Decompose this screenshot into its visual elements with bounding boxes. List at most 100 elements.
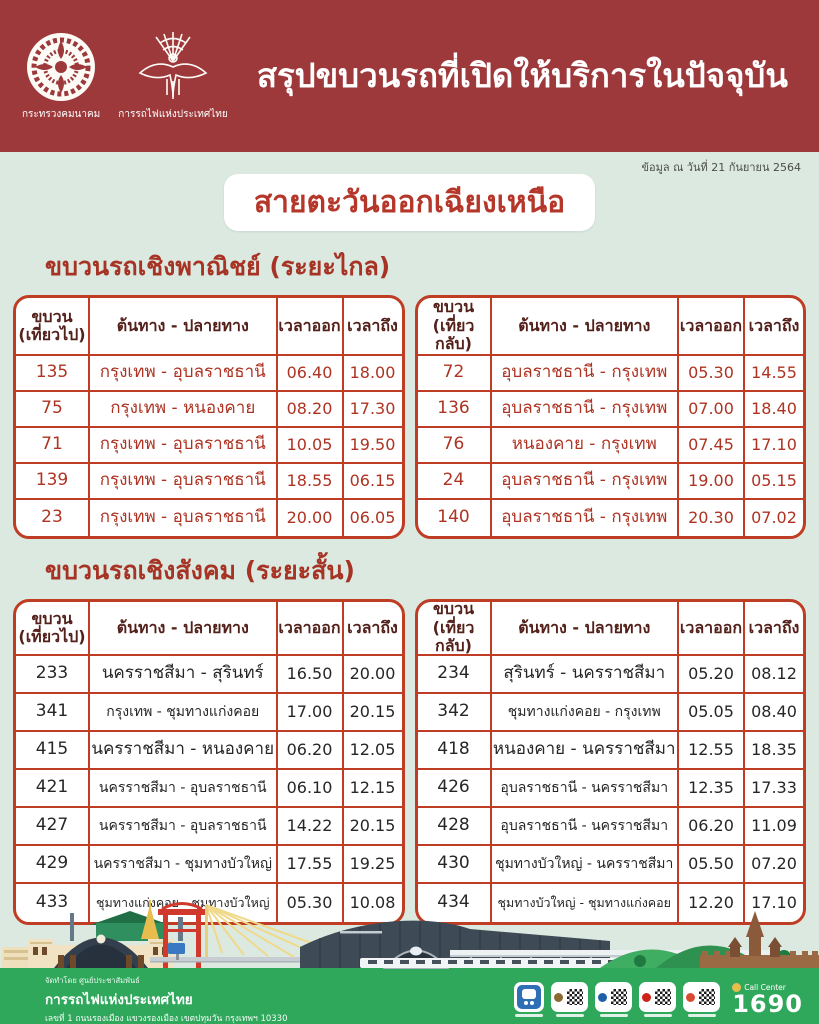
route-cell: อุบลราชธานี - กรุงเทพ <box>492 392 679 426</box>
header-depart: เวลาออก <box>679 298 745 354</box>
arrive-cell: 11.09 <box>751 815 797 835</box>
srt-garuda-logo <box>138 31 208 99</box>
train-number-cell: 342 <box>418 694 492 730</box>
route-cell: อุบลราชธานี - กรุงเทพ <box>492 356 679 390</box>
train-row: 341 กรุงเทพ - ชุมทางแก่งคอย 17.00 20.15 <box>16 694 402 732</box>
route-cell: อุบลราชธานี - กรุงเทพ <box>492 464 679 498</box>
header-arrive: เวลาถึง <box>748 315 800 335</box>
social-outbound-table: ขบวน (เที่ยวไป) ต้นทาง - ปลายทาง เวลาออก… <box>13 599 405 925</box>
footer-bar: จัดทำโดย ศูนย์ประชาสัมพันธ์ การรถไฟแห่งป… <box>0 975 819 1024</box>
route-cell: กรุงเทพ - ชุมทางแก่งคอย <box>90 694 278 730</box>
header-train-no: ขบวน (เที่ยวกลับ) <box>418 298 492 354</box>
qr-code <box>697 987 718 1007</box>
footer-address-block: จัดทำโดย ศูนย์ประชาสัมพันธ์ การรถไฟแห่งป… <box>45 975 514 1024</box>
depart-cell: 12.55 <box>679 732 745 768</box>
route-cell: นครราชสีมา - อุบลราชธานี <box>90 808 278 844</box>
train-number-cell: 427 <box>16 808 90 844</box>
footer-credit: จัดทำโดย ศูนย์ประชาสัมพันธ์ <box>45 975 140 985</box>
srt-logo-caption: การรถไฟแห่งประเทศไทย <box>118 108 228 120</box>
train-row: 234 สุรินทร์ - นครราชสีมา 05.20 08.12 <box>417 656 803 694</box>
arrive-cell: 20.00 <box>349 663 396 683</box>
data-as-of-note: ข้อมูล ณ วันที่ 21 กันยายน 2564 <box>641 161 801 174</box>
arrive-cell: 10.08 <box>349 892 396 912</box>
footer-organization: การรถไฟแห่งประเทศไทย <box>45 991 193 1008</box>
header-depart: เวลาออก <box>278 298 344 354</box>
train-row: 428 อุบลราชธานี - นครราชสีมา 06.20 11.09 <box>417 808 803 846</box>
commercial-outbound-table: ขบวน (เที่ยวไป) ต้นทาง - ปลายทาง เวลาออก… <box>13 295 405 539</box>
train-row: 342 ชุมทางแก่งคอย - กรุงเทพ 05.05 08.40 <box>417 694 803 732</box>
table-body: 234 สุรินทร์ - นครราชสีมา 05.20 08.12 34… <box>417 656 803 922</box>
arrive-cell: 08.12 <box>751 663 797 683</box>
route-cell: สุรินทร์ - นครราชสีมา <box>492 656 679 692</box>
route-cell: กรุงเทพ - อุบลราชธานี <box>90 464 278 498</box>
depart-cell: 05.50 <box>679 846 745 882</box>
train-number-cell: 421 <box>16 770 90 806</box>
arrive-cell: 12.05 <box>349 739 396 759</box>
arrive-cell: 07.20 <box>751 853 797 873</box>
depart-cell: 16.50 <box>278 656 344 692</box>
header-depart: เวลาออก <box>679 602 745 654</box>
call-center-block: Call Center 1690 <box>732 983 803 1016</box>
train-row: 233 นครราชสีมา - สุรินทร์ 16.50 20.00 <box>16 656 402 694</box>
arrive-cell: 18.00 <box>349 362 396 382</box>
arrive-cell: 19.50 <box>349 434 396 454</box>
footer: จัดทำโดย ศูนย์ประชาสัมพันธ์ การรถไฟแห่งป… <box>0 895 819 1024</box>
train-number-cell: 71 <box>16 428 90 462</box>
table-body: 233 นครราชสีมา - สุรินทร์ 16.50 20.00 34… <box>16 656 402 922</box>
train-row: 71 กรุงเทพ - อุบลราชธานี 10.05 19.50 <box>16 428 402 464</box>
table-header: ขบวน (เที่ยวไป) ต้นทาง - ปลายทาง เวลาออก… <box>16 602 402 656</box>
header-train-no: ขบวน (เที่ยวกลับ) <box>418 602 492 655</box>
line-name-banner: สายตะวันออกเฉียงเหนือ <box>223 174 596 231</box>
route-cell: อุบลราชธานี - กรุงเทพ <box>492 500 679 536</box>
srt-logo-block: การรถไฟแห่งประเทศไทย <box>118 31 228 122</box>
route-cell: กรุงเทพ - หนองคาย <box>90 392 278 426</box>
depart-cell: 19.00 <box>679 464 745 498</box>
route-cell: ชุมทางบัวใหญ่ - ชุมทางแก่งคอย <box>492 884 679 922</box>
app-badge <box>514 982 545 1017</box>
header-arrive: เวลาถึง <box>347 617 398 637</box>
depart-cell: 18.55 <box>278 464 344 498</box>
depart-cell: 06.20 <box>278 732 344 768</box>
train-row: 430 ชุมทางบัวใหญ่ - นครราชสีมา 05.50 07.… <box>417 846 803 884</box>
qr-code <box>565 987 586 1007</box>
social-inbound-table: ขบวน (เที่ยวกลับ) ต้นทาง - ปลายทาง เวลาอ… <box>414 599 806 925</box>
arrive-cell: 19.25 <box>349 853 396 873</box>
depart-cell: 05.05 <box>679 694 745 730</box>
train-number-cell: 72 <box>418 356 492 390</box>
depart-cell: 14.22 <box>278 808 344 844</box>
arrive-cell: 07.02 <box>751 507 797 527</box>
train-number-cell: 430 <box>418 846 492 882</box>
header-arrive: เวลาถึง <box>347 315 398 335</box>
page-title: สรุปขบวนรถที่เปิดให้บริการในปัจจุบัน <box>256 56 788 96</box>
footer-badges <box>514 982 721 1017</box>
qr-code <box>609 987 630 1007</box>
badge-label <box>687 1014 716 1017</box>
train-row: 24 อุบลราชธานี - กรุงเทพ 19.00 05.15 <box>417 464 803 500</box>
qr-badge <box>551 982 589 1017</box>
train-row: 139 กรุงเทพ - อุบลราชธานี 18.55 06.15 <box>16 464 402 500</box>
route-cell: อุบลราชธานี - นครราชสีมา <box>492 808 679 844</box>
route-cell: กรุงเทพ - อุบลราชธานี <box>90 500 278 536</box>
train-row: 426 อุบลราชธานี - นครราชสีมา 12.35 17.33 <box>417 770 803 808</box>
route-cell: นครราชสีมา - อุบลราชธานี <box>90 770 278 806</box>
arrive-cell: 18.40 <box>751 398 797 418</box>
arrive-cell: 17.10 <box>751 892 797 912</box>
train-row: 135 กรุงเทพ - อุบลราชธานี 06.40 18.00 <box>16 356 402 392</box>
train-row: 418 หนองคาย - นครราชสีมา 12.55 18.35 <box>417 732 803 770</box>
arrive-cell: 06.05 <box>349 507 396 527</box>
table-header: ขบวน (เที่ยวไป) ต้นทาง - ปลายทาง เวลาออก… <box>16 298 402 356</box>
qr-badge <box>639 982 677 1017</box>
route-cell: กรุงเทพ - อุบลราชธานี <box>90 356 278 390</box>
depart-cell: 10.05 <box>278 428 344 462</box>
header-route: ต้นทาง - ปลายทาง <box>90 602 278 654</box>
route-cell: นครราชสีมา - ชุมทางบัวใหญ่ <box>90 846 278 882</box>
header-route: ต้นทาง - ปลายทาง <box>492 602 679 654</box>
header-depart: เวลาออก <box>278 602 344 654</box>
badge-label <box>515 1014 544 1017</box>
route-cell: นครราชสีมา - หนองคาย <box>90 732 278 768</box>
arrive-cell: 18.35 <box>751 739 797 759</box>
arrive-cell: 08.40 <box>751 701 797 721</box>
commercial-inbound-table: ขบวน (เที่ยวกลับ) ต้นทาง - ปลายทาง เวลาอ… <box>414 295 806 539</box>
train-app-icon <box>517 985 542 1009</box>
